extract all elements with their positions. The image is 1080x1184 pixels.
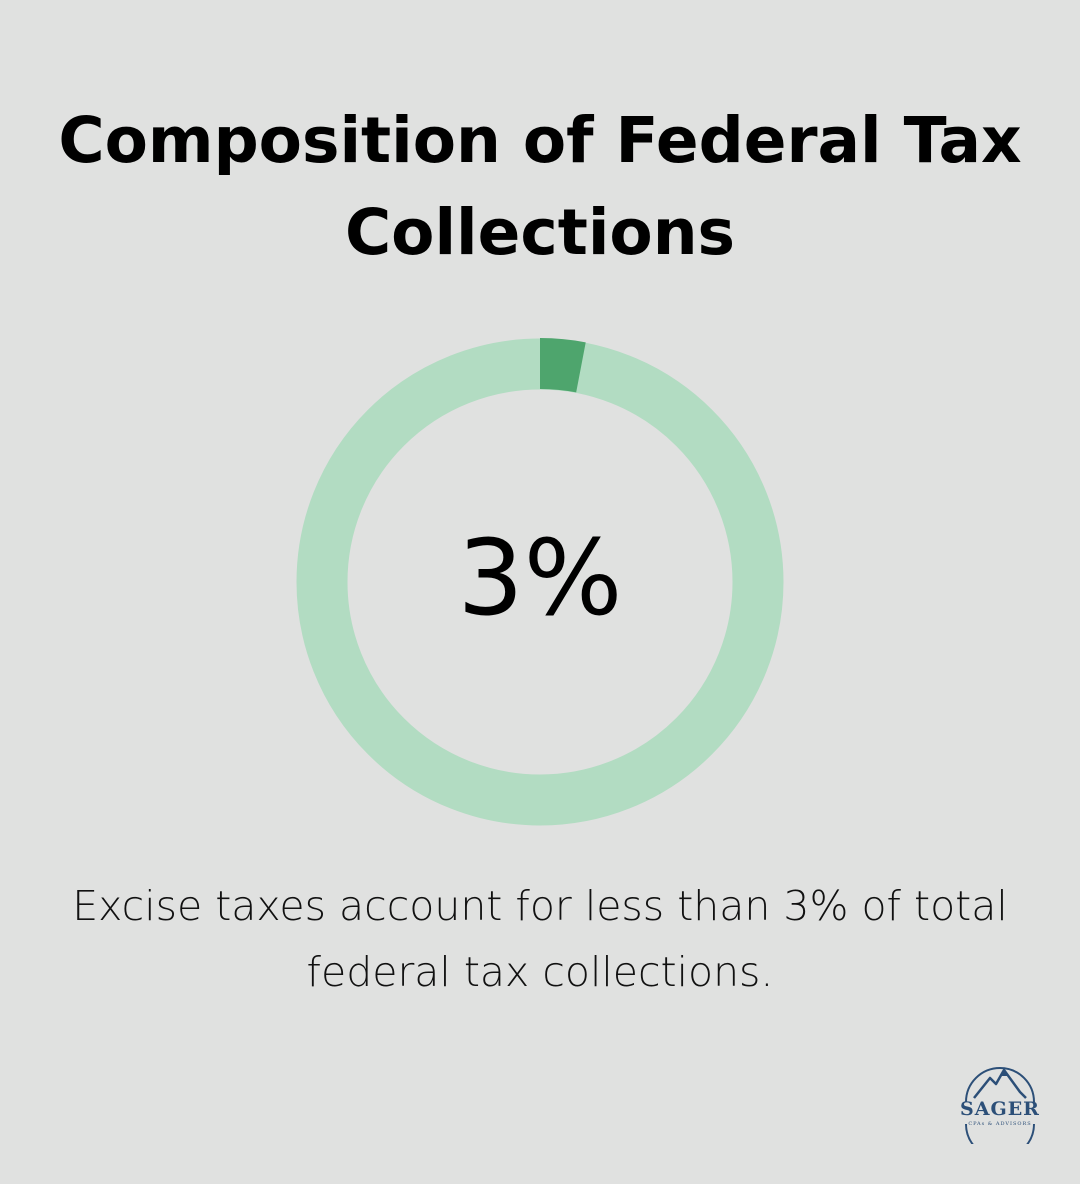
chart-title-line-1: Composition of Federal Tax	[58, 104, 1022, 177]
donut-segment-excise	[540, 338, 586, 393]
sager-logo: SAGER CPAs & ADVISORS	[952, 1062, 1048, 1144]
caption-line-1: Excise taxes account for less than 3% of…	[72, 882, 1008, 930]
caption-line-2: federal tax collections.	[306, 948, 774, 996]
caption: Excise taxes account for less than 3% of…	[40, 873, 1040, 1005]
chart-title: Composition of Federal Tax Collections	[0, 95, 1080, 279]
mountain-logo-icon	[965, 1067, 1035, 1144]
center-percentage-label: 3%	[458, 517, 623, 639]
logo-subtitle: CPAs & ADVISORS	[968, 1121, 1032, 1127]
logo-wordmark: SAGER	[960, 1098, 1040, 1120]
chart-title-line-2: Collections	[344, 196, 736, 269]
